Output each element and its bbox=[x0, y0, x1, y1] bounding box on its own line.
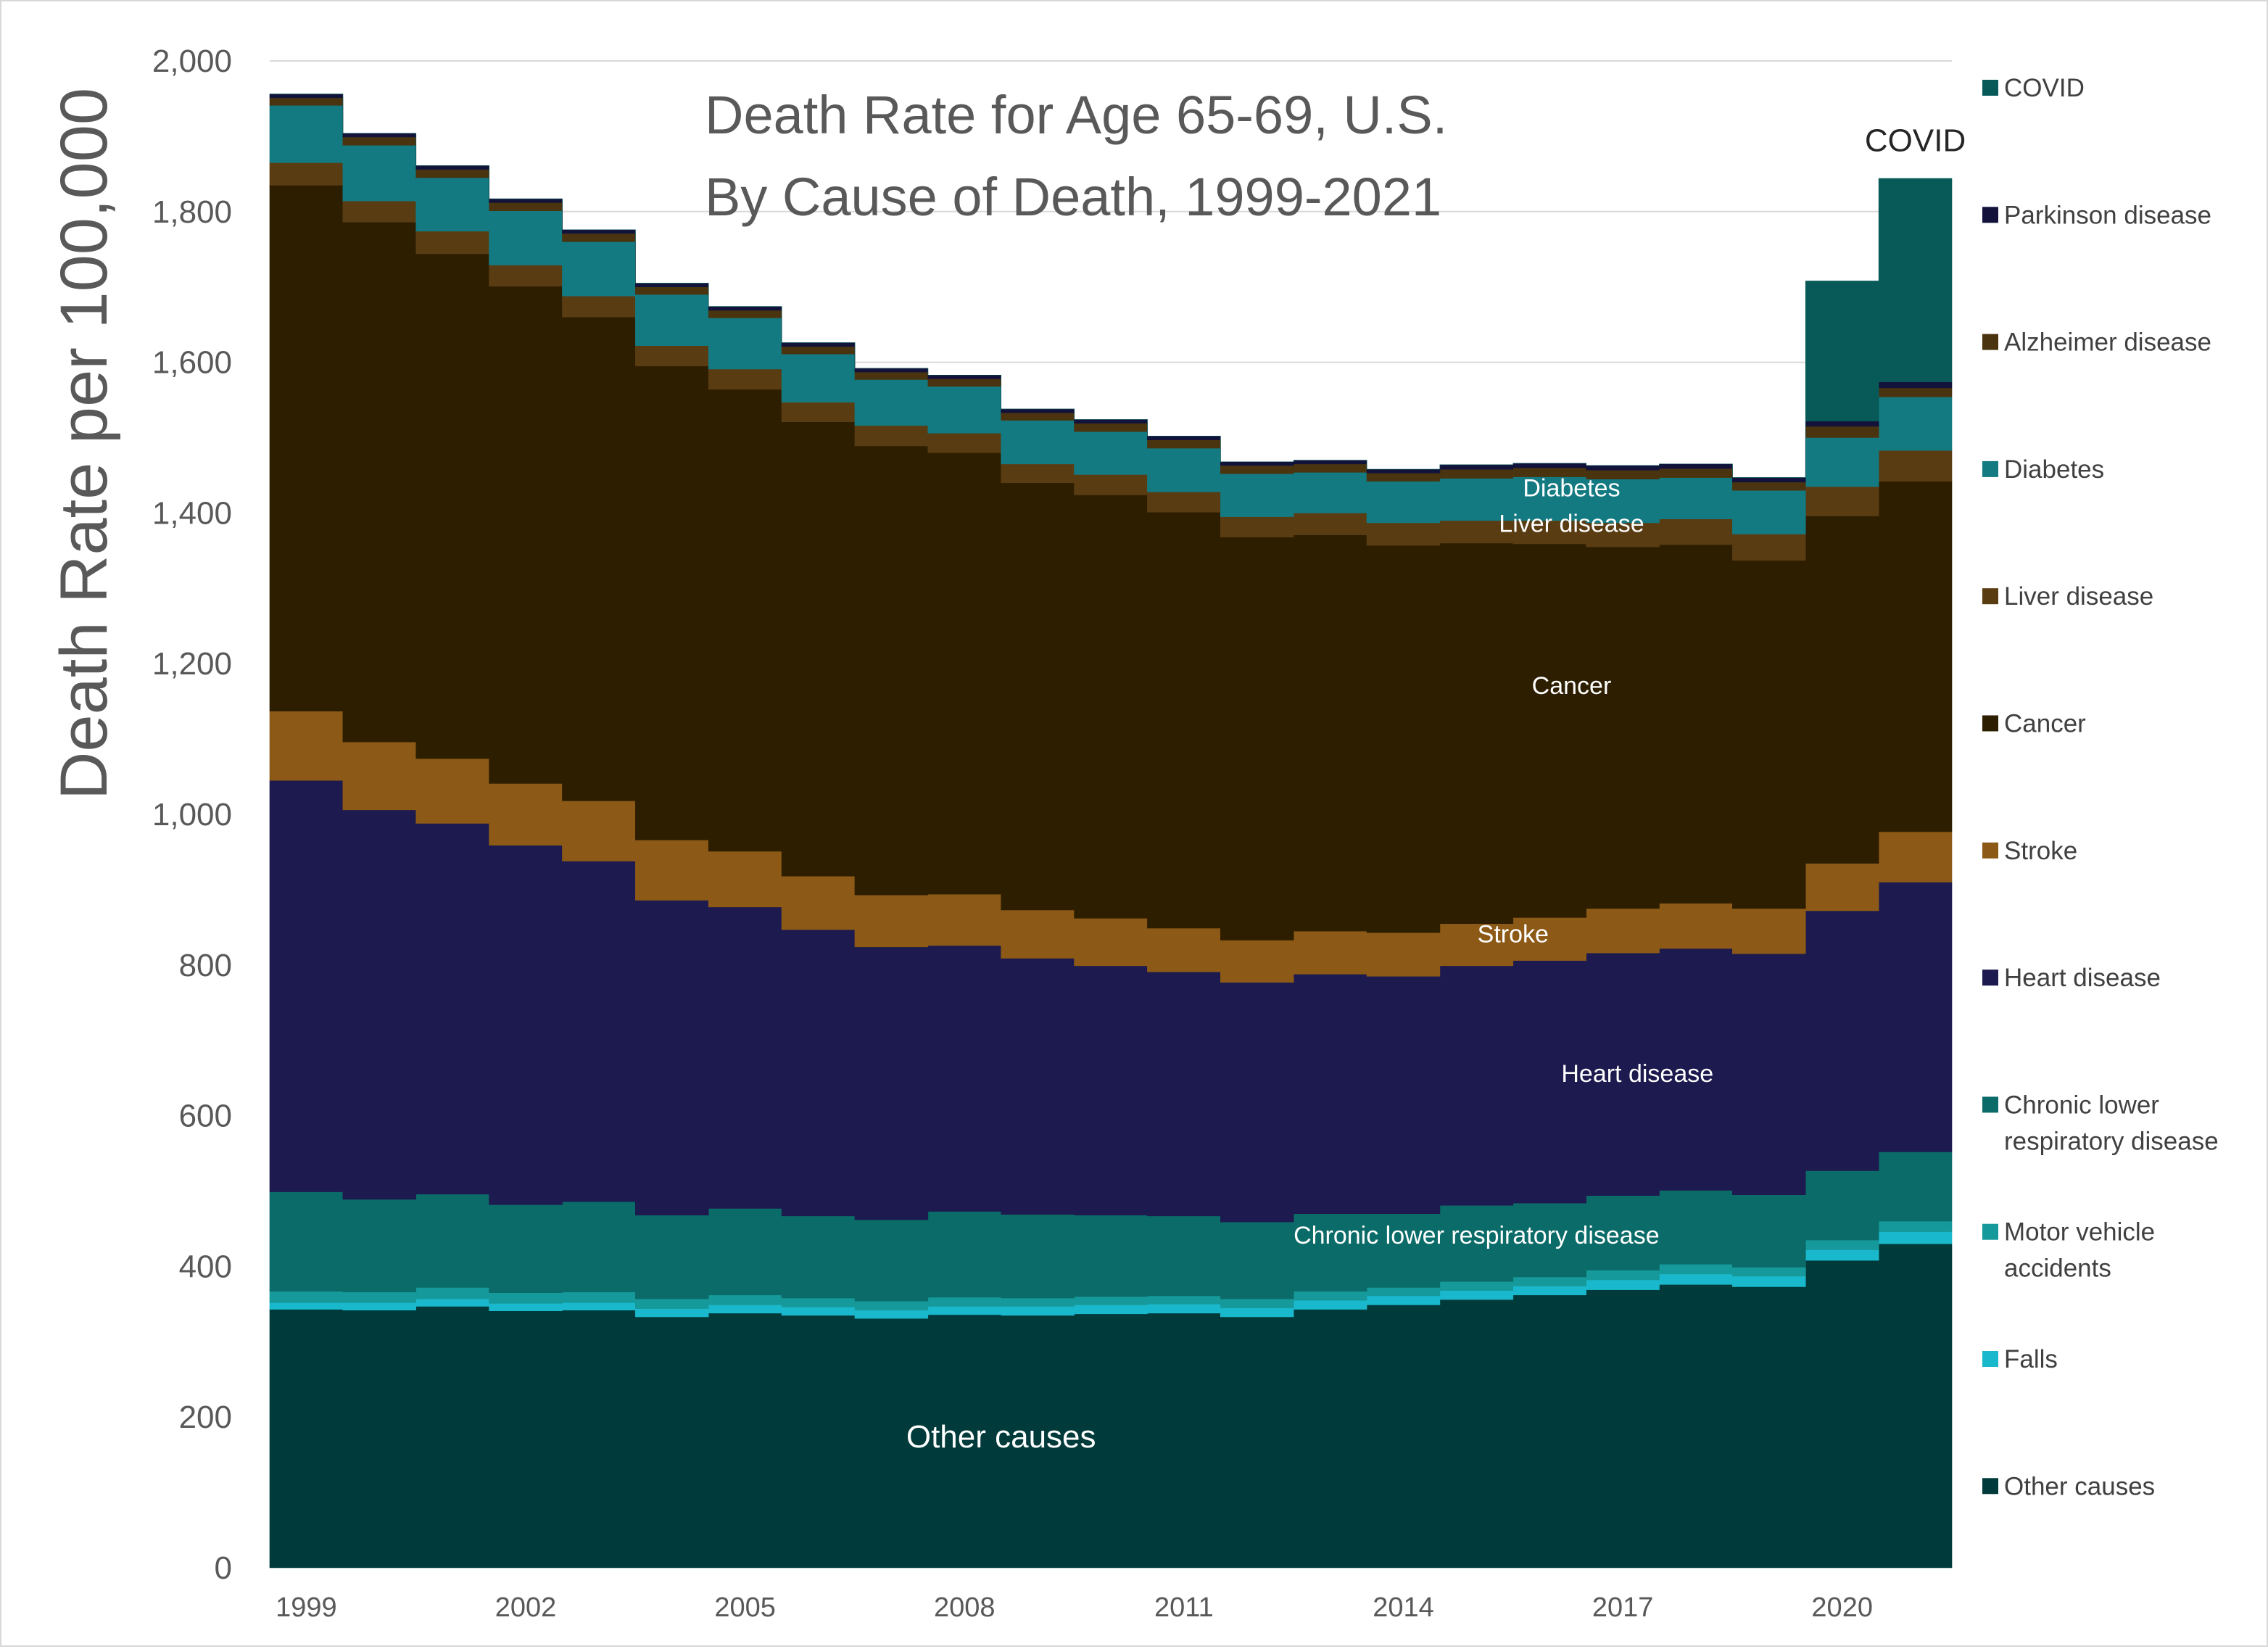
x-tick-label: 2017 bbox=[1592, 1592, 1654, 1623]
legend-label: Alzheimer disease bbox=[2004, 328, 2211, 357]
annotation-cancer: Cancer bbox=[1532, 672, 1612, 700]
legend-item-covid: COVID bbox=[1982, 74, 2085, 102]
chart-title: Death Rate for Age 65-69, U.S. bbox=[705, 85, 1447, 145]
legend-swatch bbox=[1982, 842, 1998, 859]
chart-annotations: Other causes Chronic lower respiratory di… bbox=[906, 123, 1966, 1455]
x-tick-label: 2011 bbox=[1154, 1592, 1214, 1623]
annotation-covid: COVID bbox=[1865, 123, 1966, 159]
x-tick-label: 2008 bbox=[934, 1592, 996, 1623]
legend-item-diabetes: Diabetes bbox=[1982, 455, 2104, 484]
legend-swatch bbox=[1982, 1223, 1998, 1240]
y-tick-label: 0 bbox=[215, 1550, 232, 1586]
x-tick-label: 2005 bbox=[714, 1592, 776, 1623]
annotation-other-causes: Other causes bbox=[906, 1419, 1096, 1455]
y-tick-label: 2,000 bbox=[152, 44, 232, 79]
legend-item-other-causes: Other causes bbox=[1982, 1472, 2155, 1500]
legend-label: COVID bbox=[2004, 74, 2085, 102]
legend-swatch bbox=[1982, 460, 1998, 477]
x-tick-label: 2014 bbox=[1373, 1592, 1434, 1623]
legend-swatch bbox=[1982, 80, 1998, 96]
legend-label: Diabetes bbox=[2004, 455, 2104, 484]
legend-label: Liver disease bbox=[2004, 582, 2153, 611]
legend-item-cancer: Cancer bbox=[1982, 710, 2086, 738]
legend-item-falls: Falls bbox=[1982, 1345, 2058, 1373]
legend-label: Cancer bbox=[2004, 710, 2086, 738]
y-tick-label: 1,200 bbox=[152, 646, 232, 682]
x-tick-label: 2002 bbox=[495, 1592, 557, 1623]
legend-item-stroke: Stroke bbox=[1982, 837, 2077, 865]
legend-item-motor-vehicle-accidents: Motor vehicle accidents bbox=[1982, 1218, 2155, 1283]
y-tick-label: 1,800 bbox=[152, 194, 232, 230]
series-areas bbox=[269, 94, 1953, 1569]
axis-ticks: 0 200 400 600 800 1,000 1,200 1,400 1,600 1,800 2,… bbox=[152, 44, 1873, 1623]
x-tick-label: 2020 bbox=[1811, 1592, 1873, 1623]
annotation-chronic-lower-respiratory-disease: Chronic lower respiratory disease bbox=[1294, 1222, 1660, 1249]
legend-swatch bbox=[1982, 1351, 1998, 1367]
legend-item-liver-disease: Liver disease bbox=[1982, 582, 2153, 611]
annotation-heart-disease: Heart disease bbox=[1561, 1060, 1713, 1088]
y-tick-label: 1,000 bbox=[152, 797, 232, 832]
legend-swatch bbox=[1982, 1478, 1998, 1495]
legend-label: Stroke bbox=[2004, 837, 2077, 865]
legend-label: Falls bbox=[2004, 1345, 2058, 1373]
legend-swatch bbox=[1982, 970, 1998, 986]
y-tick-label: 1,600 bbox=[152, 345, 232, 381]
y-tick-label: 1,400 bbox=[152, 495, 232, 531]
legend-item-parkinson-disease: Parkinson disease bbox=[1982, 201, 2211, 229]
area-covid bbox=[270, 94, 1953, 478]
legend-swatch bbox=[1982, 334, 1998, 350]
legend-swatch bbox=[1982, 207, 1998, 223]
chart-subtitle: By Cause of Death, 1999-2021 bbox=[705, 167, 1441, 227]
y-tick-label: 800 bbox=[179, 948, 232, 983]
legend-label: Parkinson disease bbox=[2004, 201, 2211, 229]
annotation-liver-disease: Liver disease bbox=[1499, 510, 1644, 537]
legend-label: Heart disease bbox=[2004, 964, 2161, 992]
legend-label: Motor vehicle accidents bbox=[2004, 1218, 2155, 1283]
x-tick-label: 1999 bbox=[276, 1592, 337, 1623]
y-tick-label: 600 bbox=[179, 1099, 232, 1134]
legend-item-heart-disease: Heart disease bbox=[1982, 964, 2161, 992]
y-axis-label: Death Rate per 100,000 bbox=[47, 88, 121, 800]
legend: COVID Parkinson disease Alzheimer disease D… bbox=[1982, 74, 2219, 1500]
legend-swatch bbox=[1982, 588, 1998, 605]
legend-item-chronic-lower-respiratory-disease: Chronic lower respiratory disease bbox=[1982, 1091, 2219, 1155]
legend-swatch bbox=[1982, 715, 1998, 732]
legend-label: Other causes bbox=[2004, 1472, 2155, 1500]
annotation-stroke: Stroke bbox=[1478, 921, 1549, 949]
legend-item-alzheimer-disease: Alzheimer disease bbox=[1982, 328, 2211, 357]
legend-swatch bbox=[1982, 1096, 1998, 1113]
y-tick-label: 400 bbox=[179, 1249, 232, 1284]
y-tick-label: 200 bbox=[179, 1400, 232, 1435]
annotation-diabetes: Diabetes bbox=[1523, 475, 1620, 503]
legend-label: Chronic lower respiratory disease bbox=[2004, 1091, 2219, 1155]
